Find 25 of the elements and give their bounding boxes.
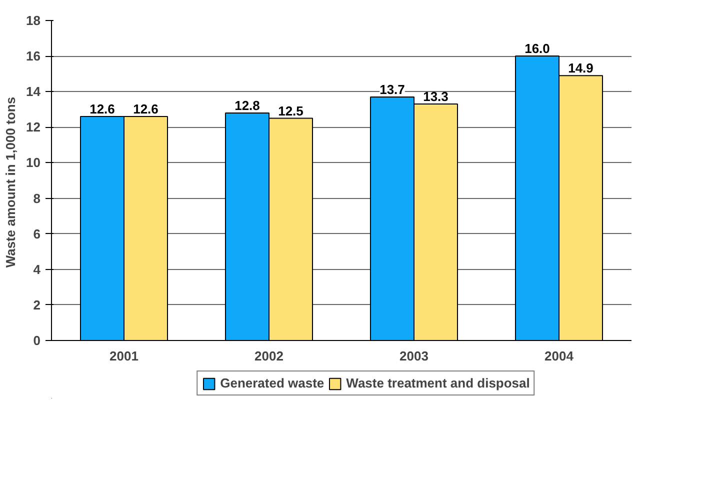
data-label: 12.6 — [133, 102, 158, 116]
data-label: 16.0 — [524, 41, 550, 56]
data-label: 13.7 — [380, 82, 405, 97]
data-label: 13.3 — [423, 89, 448, 104]
y-tick-label: 4 — [33, 262, 42, 277]
y-tick-label: 16 — [26, 48, 41, 64]
y-tick-label: 2 — [33, 297, 41, 312]
y-tick-label: 0 — [33, 333, 41, 348]
data-label: 12.6 — [90, 102, 115, 116]
x-tick-label: 2001 — [110, 348, 138, 364]
y-tick-label: 6 — [33, 226, 41, 242]
x-tick-label: 2004 — [544, 348, 574, 364]
y-tick-label: 10 — [26, 155, 41, 170]
y-tick-label: 12 — [26, 120, 41, 135]
legend-label: Waste treatment and disposal — [346, 376, 530, 390]
x-tick-label: 2003 — [400, 348, 428, 364]
x-tick-label: 2002 — [254, 348, 284, 364]
y-axis-title: Waste amount in 1,000 tons — [3, 96, 18, 268]
y-tick-label: 18 — [26, 13, 41, 28]
data-label: 12.5 — [278, 103, 304, 118]
legend-label: Generated waste — [220, 376, 324, 390]
y-tick-label: 8 — [33, 190, 41, 206]
y-tick-label: 14 — [26, 84, 42, 100]
data-label: 14.9 — [568, 60, 594, 76]
data-label: 12.8 — [234, 98, 260, 113]
